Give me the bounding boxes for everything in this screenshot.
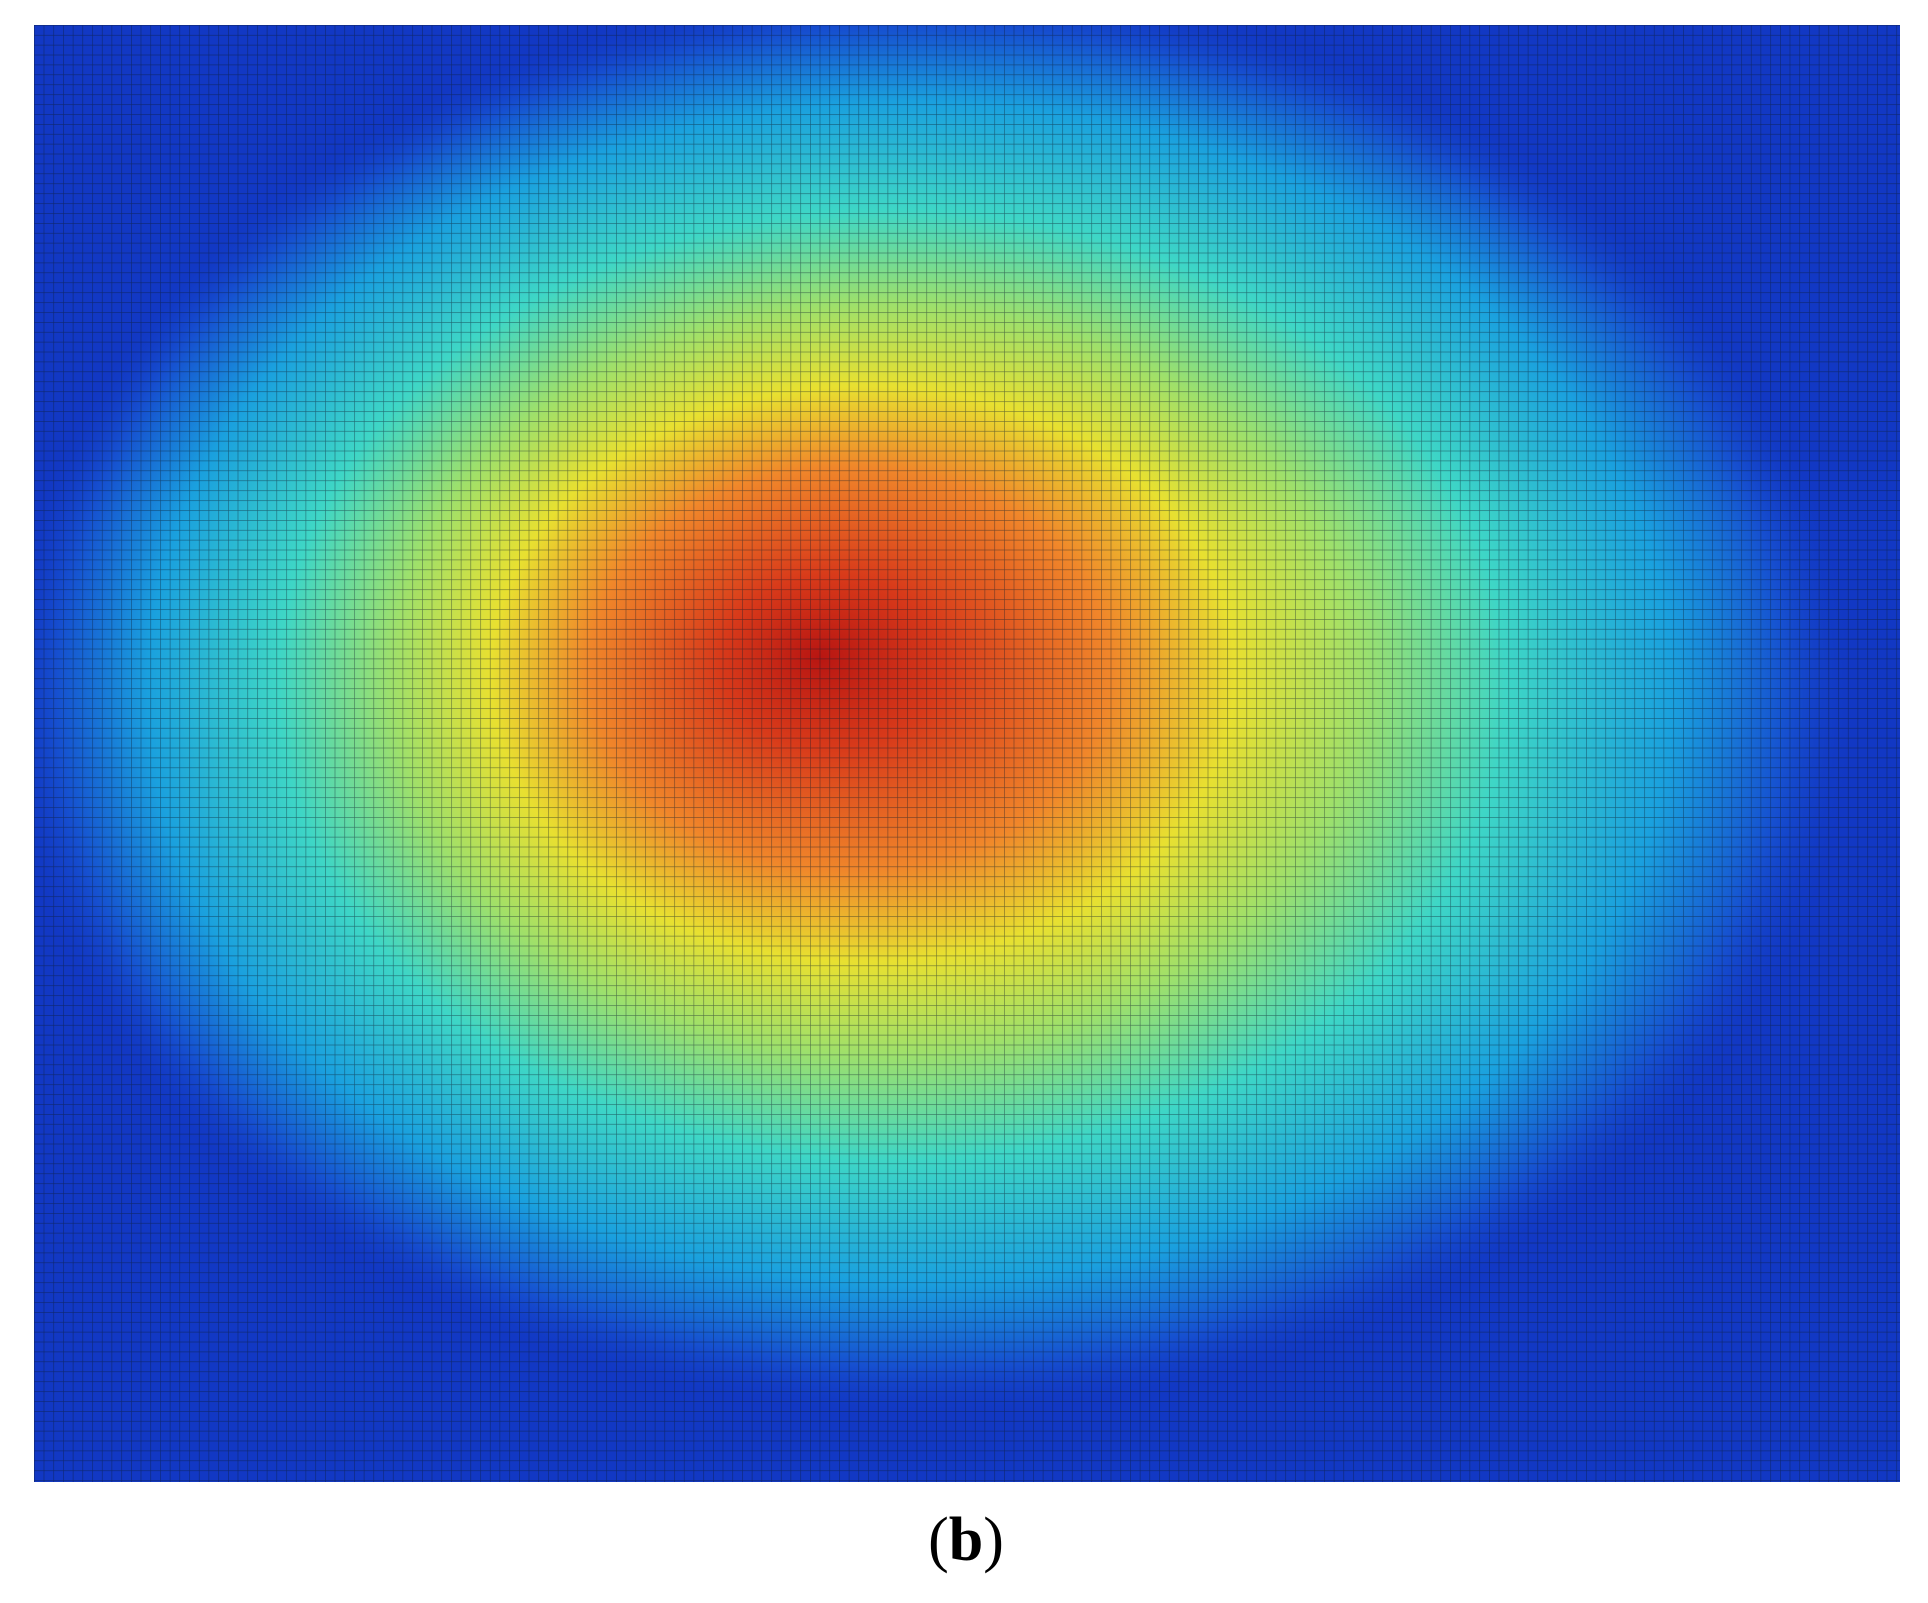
mesh-grid [34, 25, 1900, 1482]
caption-close: ) [983, 1506, 1004, 1574]
caption-open: ( [928, 1506, 949, 1574]
caption-label: b [949, 1506, 983, 1574]
heatmap [34, 25, 1900, 1482]
caption: (b) [928, 1506, 1004, 1574]
